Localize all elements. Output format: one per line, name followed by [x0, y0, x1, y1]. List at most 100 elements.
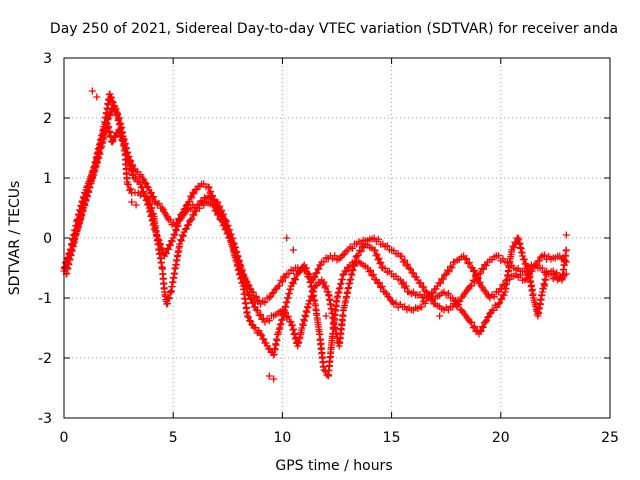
data-point — [375, 279, 383, 287]
data-point — [130, 174, 138, 182]
data-point — [199, 198, 207, 206]
data-point — [174, 222, 182, 230]
data-point — [521, 276, 529, 284]
data-point — [284, 312, 292, 320]
data-point — [136, 180, 144, 188]
data-point — [522, 260, 530, 268]
data-point — [216, 202, 224, 210]
data-point — [429, 289, 437, 297]
data-point — [187, 205, 195, 213]
data-point — [255, 296, 263, 304]
data-point — [120, 140, 128, 148]
data-point — [490, 293, 498, 301]
data-point — [495, 300, 503, 308]
data-point — [108, 94, 116, 102]
data-point — [421, 287, 429, 295]
data-point — [377, 283, 385, 291]
data-point — [472, 270, 480, 278]
data-point — [441, 271, 449, 279]
data-point — [306, 297, 314, 305]
data-point — [247, 317, 255, 325]
y-tick-label: 3 — [43, 51, 52, 67]
data-point — [108, 138, 116, 146]
data-point — [405, 264, 413, 272]
data-point — [173, 221, 181, 229]
data-point — [260, 335, 268, 343]
data-point — [152, 198, 160, 206]
data-point — [166, 216, 174, 224]
x-axis-label: GPS time / hours — [275, 458, 392, 474]
axis-ticks — [63, 57, 611, 419]
data-point — [117, 132, 125, 140]
data-point — [257, 330, 265, 338]
data-point — [469, 324, 477, 332]
data-point — [184, 221, 192, 229]
y-tick-label: -2 — [38, 351, 52, 367]
data-point — [308, 292, 316, 300]
data-point — [453, 302, 461, 310]
data-point — [305, 300, 313, 308]
data-point — [214, 211, 222, 219]
x-tick-label: 25 — [601, 430, 619, 446]
data-point — [322, 282, 330, 290]
data-point — [519, 252, 527, 260]
x-tick-label: 0 — [60, 430, 69, 446]
data-point — [310, 288, 318, 296]
data-point — [417, 279, 425, 287]
data-point — [172, 227, 180, 235]
data-point — [244, 290, 252, 298]
data-point — [156, 239, 164, 247]
data-point — [313, 281, 321, 289]
data-point — [516, 271, 524, 279]
data-point — [510, 244, 518, 252]
data-point — [383, 242, 391, 250]
data-point — [464, 259, 472, 267]
data-point — [535, 257, 543, 265]
data-point — [369, 271, 377, 279]
data-point — [412, 273, 420, 281]
data-point — [479, 265, 487, 273]
data-point — [262, 339, 270, 347]
data-point — [111, 133, 119, 141]
data-point — [205, 183, 213, 191]
data-point — [143, 182, 151, 190]
data-point — [524, 264, 532, 272]
data-point — [166, 241, 174, 249]
data-point — [222, 217, 230, 225]
data-point — [418, 303, 426, 311]
data-point — [245, 313, 253, 321]
data-point — [447, 262, 455, 270]
data-point — [278, 278, 286, 286]
data-point — [289, 280, 297, 288]
data-point — [67, 252, 75, 260]
data-point — [227, 230, 235, 238]
data-point — [409, 269, 417, 277]
data-point — [471, 322, 479, 330]
data-point — [106, 90, 114, 98]
data-point — [283, 234, 291, 242]
data-point — [243, 312, 251, 320]
data-point — [150, 193, 158, 201]
data-point — [222, 216, 230, 224]
data-point — [109, 137, 117, 145]
data-point — [392, 299, 400, 307]
x-axis: 0 5 10 15 20 25 — [60, 430, 619, 446]
data-point — [141, 178, 149, 186]
data-point — [257, 311, 265, 319]
data-point — [254, 307, 262, 315]
data-point — [354, 251, 362, 259]
chart-title: Day 250 of 2021, Sidereal Day-to-day VTE… — [50, 21, 618, 37]
data-point — [214, 198, 222, 206]
y-tick-label: 1 — [43, 171, 52, 187]
data-point — [195, 201, 203, 209]
data-point — [465, 259, 473, 267]
data-point — [368, 272, 376, 280]
data-point — [144, 200, 152, 208]
data-point — [281, 274, 289, 282]
data-point — [301, 265, 309, 273]
data-point — [108, 97, 116, 105]
data-point — [377, 258, 385, 266]
data-point — [275, 282, 283, 290]
data-point — [258, 331, 266, 339]
data-point — [141, 192, 149, 200]
